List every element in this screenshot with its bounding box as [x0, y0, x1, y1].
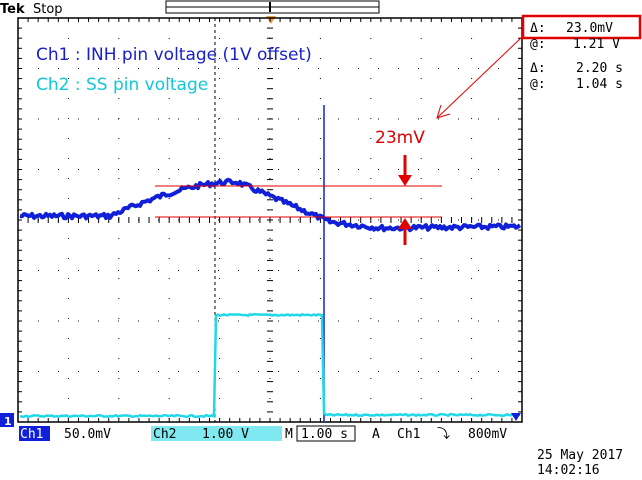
- status-bar: Ch1 50.0mV Ch2 1.00 V M 1.00 s A Ch1 ⤵ 8…: [19, 425, 507, 442]
- ch1-ground-marker[interactable]: 1: [0, 413, 14, 428]
- trigger-position-marker[interactable]: [266, 16, 276, 24]
- v-at-value: 1.21 V: [573, 37, 620, 52]
- timebase-scale: 1.00 s: [301, 427, 348, 442]
- ch2-name: Ch2: [153, 427, 176, 442]
- cursor-readout-panel: Δ: 23.0mV @: 1.21 V Δ: 2.20 s @: 1.04 s: [521, 14, 642, 92]
- v-at-symbol: @:: [530, 37, 546, 52]
- ch1-name: Ch1: [20, 427, 43, 442]
- capture-time: 14:02:16: [537, 463, 600, 478]
- t-delta-value: 2.20 s: [576, 61, 623, 76]
- trigger-source: Ch1: [397, 427, 420, 442]
- ch1-scale: 50.0mV: [64, 427, 111, 442]
- timebase-prefix: M: [285, 427, 293, 442]
- trigger-field[interactable]: A Ch1 ⤵ 800mV: [372, 427, 507, 442]
- ch2-waveform: [19, 312, 521, 419]
- v-delta-value: 23.0mV: [566, 21, 613, 36]
- delta-measurement-annotation: [155, 36, 523, 245]
- ch1-waveform: [19, 177, 522, 233]
- capture-date: 25 May 2017: [537, 448, 623, 463]
- ch2-description: Ch2 : SS pin voltage: [36, 75, 208, 95]
- delta-label: 23mV: [375, 128, 425, 148]
- ch1-marker-label: 1: [4, 415, 12, 428]
- brand-label: Tek: [0, 2, 25, 17]
- run-state-label: Stop: [33, 2, 63, 17]
- trigger-slope-icon: ⤵: [437, 427, 450, 442]
- ch2-scale: 1.00 V: [202, 427, 249, 442]
- graticule: [17, 17, 523, 423]
- ch1-scale-field[interactable]: Ch1 50.0mV: [19, 426, 111, 442]
- t-delta-symbol: Δ:: [530, 61, 546, 76]
- record-position-indicator[interactable]: [165, 0, 380, 14]
- timebase-field[interactable]: M 1.00 s: [285, 425, 356, 442]
- ch2-scale-field[interactable]: Ch2 1.00 V: [151, 426, 282, 442]
- v-delta-symbol: Δ:: [530, 21, 546, 36]
- trigger-level: 800mV: [468, 427, 507, 442]
- t-at-value: 1.04 s: [576, 77, 623, 92]
- trigger-prefix: A: [372, 427, 380, 442]
- trigger-level-marker: [511, 413, 521, 421]
- v-delta-highlight-box: [521, 14, 642, 40]
- ch1-description: Ch1 : INH pin voltage (1V offset): [36, 45, 312, 65]
- t-at-symbol: @:: [530, 77, 546, 92]
